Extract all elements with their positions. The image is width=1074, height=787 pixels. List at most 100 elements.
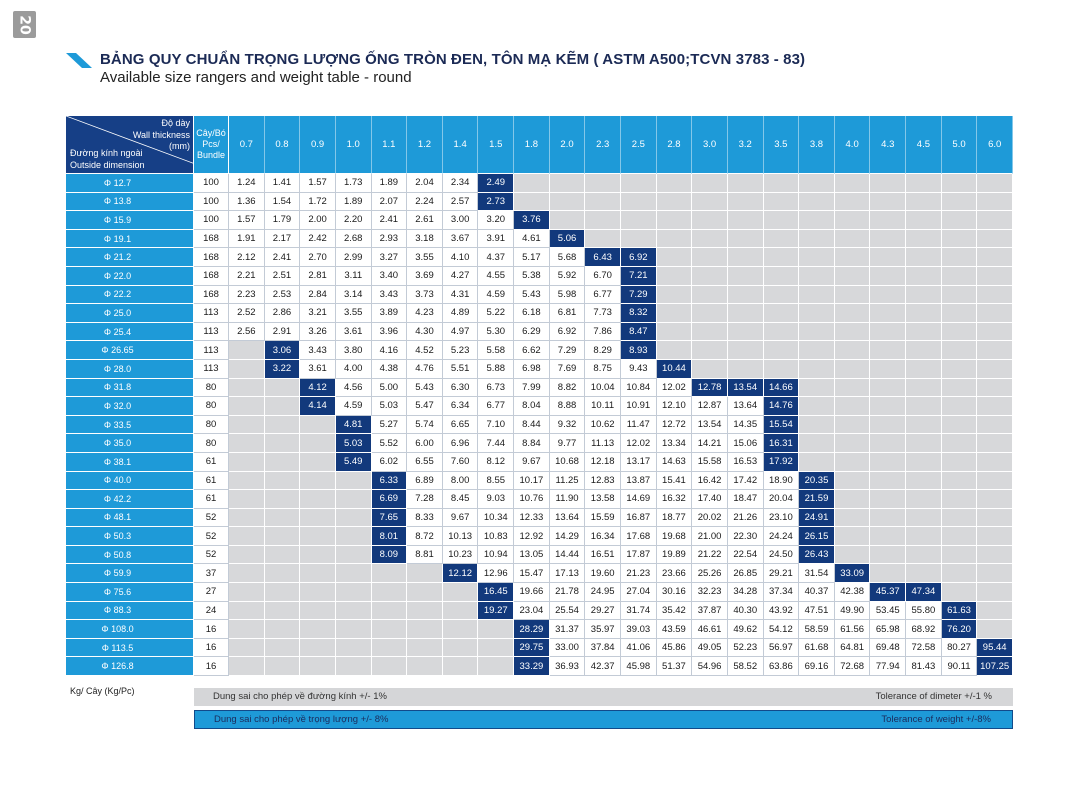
weight-cell: 7.29: [621, 285, 657, 305]
empty-cell: [870, 304, 907, 323]
weight-cell: 56.97: [763, 638, 800, 658]
weight-tolerance-bar: Dung sai cho phép về trọng lượng +/- 8% …: [194, 710, 1013, 729]
weight-cell: 6.69: [371, 490, 408, 509]
weight-cell: 14.69: [621, 490, 657, 509]
thickness-header: 3.5: [763, 116, 800, 174]
weight-cell: 8.55: [478, 471, 515, 491]
weight-tolerance-en: Tolerance of weight +/-8%: [881, 714, 991, 725]
weight-cell: 10.76: [514, 490, 550, 509]
weight-cell: 13.34: [656, 434, 693, 453]
weight-cell: 5.06: [549, 229, 586, 249]
weight-cell: 4.16: [371, 341, 408, 360]
weight-cell: 63.86: [763, 657, 800, 677]
bundle-count-cell: 113: [194, 341, 229, 360]
weight-cell: 3.55: [335, 304, 372, 323]
weight-cell: 1.41: [264, 174, 301, 193]
weight-cell: 4.23: [407, 304, 443, 323]
weight-cell: 19.27: [478, 601, 515, 621]
weight-cell: 9.43: [621, 359, 657, 379]
empty-cell: [834, 322, 871, 342]
empty-cell: [229, 620, 265, 639]
weight-cell: 19.89: [656, 545, 693, 565]
weight-cell: 6.33: [371, 471, 408, 491]
empty-cell: [941, 490, 978, 509]
weight-cell: 9.03: [478, 490, 515, 509]
empty-cell: [229, 452, 265, 472]
weight-cell: 2.41: [264, 248, 301, 267]
weight-cell: 6.29: [514, 322, 550, 342]
empty-cell: [264, 378, 301, 398]
empty-cell: [799, 322, 835, 342]
empty-cell: [834, 490, 871, 509]
weight-cell: 10.13: [442, 527, 479, 546]
weight-cell: 4.56: [335, 378, 372, 398]
empty-cell: [870, 359, 907, 379]
weight-cell: 52.23: [727, 638, 764, 658]
empty-cell: [834, 248, 871, 267]
diameter-cell: Φ 21.2: [66, 248, 194, 267]
empty-cell: [692, 174, 728, 193]
empty-cell: [799, 229, 835, 249]
empty-cell: [621, 174, 657, 193]
empty-cell: [906, 564, 942, 584]
empty-cell: [906, 266, 942, 286]
page-subtitle: Available size rangers and weight table …: [100, 69, 412, 86]
bundle-count-cell: 16: [194, 620, 229, 639]
weight-cell: 14.21: [692, 434, 728, 453]
weight-cell: 2.70: [300, 248, 336, 267]
empty-cell: [727, 341, 764, 360]
empty-cell: [977, 490, 1013, 509]
weight-cell: 5.00: [371, 378, 408, 398]
weight-cell: 7.10: [478, 415, 515, 435]
weight-cell: 5.17: [514, 248, 550, 267]
weight-cell: 10.44: [656, 359, 693, 379]
weight-cell: 6.65: [442, 415, 479, 435]
weight-cell: 3.11: [335, 266, 372, 286]
empty-cell: [300, 620, 336, 639]
empty-cell: [264, 397, 301, 416]
weight-cell: 1.36: [229, 192, 265, 212]
weight-cell: 2.24: [407, 192, 443, 212]
empty-cell: [906, 248, 942, 267]
weight-cell: 6.18: [514, 304, 550, 323]
empty-cell: [335, 508, 372, 528]
weight-cell: 2.52: [229, 304, 265, 323]
diameter-cell: Φ 38.1: [66, 452, 194, 472]
weight-cell: 4.76: [407, 359, 443, 379]
weight-cell: 5.03: [371, 397, 408, 416]
weight-cell: 13.17: [621, 452, 657, 472]
empty-cell: [763, 285, 800, 305]
empty-cell: [799, 266, 835, 286]
weight-cell: 33.09: [834, 564, 871, 584]
weight-cell: 69.48: [870, 638, 907, 658]
empty-cell: [870, 285, 907, 305]
empty-cell: [656, 322, 693, 342]
bundle-count-cell: 168: [194, 248, 229, 267]
weight-cell: 4.61: [514, 229, 550, 249]
empty-cell: [621, 192, 657, 212]
weight-cell: 1.57: [300, 174, 336, 193]
weight-cell: 10.68: [549, 452, 586, 472]
empty-cell: [870, 229, 907, 249]
weight-cell: 11.25: [549, 471, 586, 491]
weight-cell: 6.55: [407, 452, 443, 472]
empty-cell: [906, 378, 942, 398]
empty-cell: [906, 192, 942, 212]
empty-cell: [834, 397, 871, 416]
empty-cell: [834, 192, 871, 212]
empty-cell: [977, 545, 1013, 565]
diameter-cell: Φ 22.2: [66, 285, 194, 305]
empty-cell: [763, 341, 800, 360]
empty-cell: [941, 359, 978, 379]
empty-cell: [621, 211, 657, 230]
diameter-cell: Φ 19.1: [66, 229, 194, 249]
empty-cell: [870, 322, 907, 342]
empty-cell: [229, 508, 265, 528]
empty-cell: [335, 657, 372, 677]
thickness-header: 1.2: [407, 116, 443, 174]
empty-cell: [870, 527, 907, 546]
weight-cell: 14.63: [656, 452, 693, 472]
empty-cell: [727, 211, 764, 230]
weight-cell: 3.89: [371, 304, 408, 323]
thickness-header: 5.0: [941, 116, 978, 174]
